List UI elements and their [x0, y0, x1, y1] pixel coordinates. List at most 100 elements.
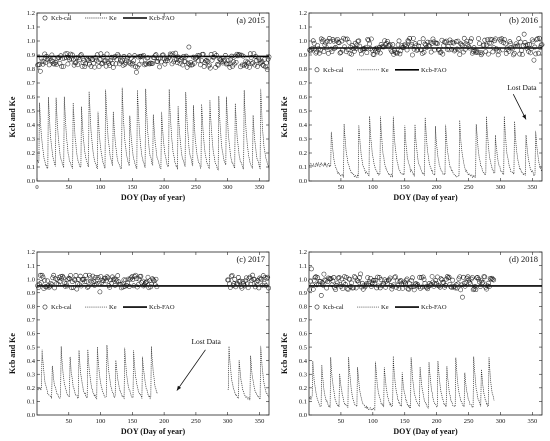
kcb-cal-point	[444, 274, 450, 280]
panel-a: 0.0 0.1 0.2 0.3 0.4 0.5 0.6 0.7 0.8 0.9 1.0 1.1 1.2 0…	[8, 10, 272, 202]
y-tick-label: 0.5	[27, 344, 35, 351]
kcb-cal-point	[256, 285, 262, 291]
y-tick-label: 1.2	[27, 10, 35, 17]
y-tick-label: 1.1	[27, 263, 35, 270]
kcb-cal-point	[184, 64, 190, 70]
kcb-cal-point	[429, 274, 435, 279]
x-tick-label: 100	[368, 418, 378, 425]
kcb-cal-point	[502, 41, 508, 47]
x-axis-label: DOY (Day of year)	[121, 427, 186, 436]
kcb-cal-point	[142, 280, 148, 286]
legend-label-ke: Ke	[109, 304, 117, 311]
kcb-cal-point	[417, 40, 422, 45]
legend-symbol-kcb-cal	[314, 304, 320, 310]
panel-d: 0.0 0.1 0.2 0.3 0.4 0.5 0.6 0.7 0.8 0.9 1.0 1.1 1.2 5…	[280, 249, 543, 436]
kcb-cal-point	[96, 64, 102, 69]
kcb-cal-point	[368, 284, 374, 289]
kcb-cal-point	[261, 280, 267, 286]
kcb-cal-point	[174, 60, 180, 66]
y-tick-label: 0.2	[299, 150, 307, 157]
kcb-cal-point	[460, 49, 466, 55]
lost-data-arrow-shaft	[512, 94, 527, 120]
legend-label-kcb-cal: Kcb-cal	[51, 304, 72, 311]
kcb-cal-point	[35, 62, 41, 68]
kcb-cal-point	[410, 284, 416, 290]
kcb-cal-point	[126, 276, 131, 282]
kcb-cal-point	[101, 54, 106, 60]
x-tick-label: 50	[66, 418, 73, 425]
kcb-cal-point	[85, 284, 91, 289]
kcb-cal-point	[357, 275, 363, 280]
y-tick-label: 0.0	[299, 178, 307, 185]
kcb-cal-point	[449, 284, 455, 290]
ke-series-0	[309, 116, 543, 179]
kcb-cal-point	[102, 58, 107, 64]
ke-series-0	[37, 345, 158, 400]
kcb-cal-point	[432, 281, 438, 286]
kcb-cal-point	[489, 275, 495, 281]
y-tick-label: 1.0	[299, 276, 307, 283]
kcb-cal-point	[475, 50, 481, 56]
y-tick-label: 0.4	[299, 122, 308, 129]
y-tick-label: 0.1	[27, 399, 35, 406]
kcb-cal-point	[391, 282, 397, 288]
kcb-cal-point	[126, 59, 131, 65]
kcb-cal-point	[353, 46, 359, 51]
kcb-cal-point	[101, 278, 106, 284]
kcb-cal-point	[135, 282, 141, 288]
kcb-cal-point	[38, 280, 44, 286]
kcb-cal-point	[247, 64, 252, 70]
kcb-cal-point	[136, 62, 142, 68]
kcb-cal-point	[503, 51, 509, 56]
x-tick-label: 250	[191, 184, 201, 191]
kcb-cal-point	[149, 281, 154, 287]
kcb-cal-point	[98, 51, 104, 57]
kcb-cal-point	[93, 275, 98, 280]
kcb-cal-point	[69, 52, 75, 58]
x-tick-label: 150	[127, 184, 137, 191]
kcb-cal-point	[116, 53, 121, 59]
kcb-cal-point	[443, 283, 448, 288]
kcb-cal-point	[118, 57, 123, 63]
kcb-cal-point	[131, 58, 137, 64]
kcb-cal-point	[239, 285, 245, 291]
kcb-cal-point	[207, 62, 212, 68]
kcb-cal-point	[365, 275, 371, 280]
legend: Kcb-cal Ke Kcb-FAO	[42, 304, 175, 311]
kcb-cal-point	[88, 64, 94, 69]
kcb-cal-point	[245, 285, 251, 291]
kcb-cal-point	[236, 52, 242, 57]
kcb-cal-point	[359, 51, 364, 57]
kcb-cal-point	[183, 53, 189, 59]
kcb-cal-point	[486, 284, 492, 289]
kcb-cal-point	[307, 47, 313, 53]
kcb-cal-point	[401, 282, 406, 288]
y-tick-label: 1.0	[299, 38, 307, 45]
x-tick-label: 50	[338, 418, 345, 425]
legend-label-kcb-cal: Kcb-cal	[51, 15, 72, 22]
legend-label-ke: Ke	[109, 15, 117, 22]
kcb-cal-point	[417, 274, 422, 280]
legend-label-kcb-cal: Kcb-cal	[323, 67, 344, 74]
kcb-cal-point	[85, 284, 90, 290]
kcb-cal-point	[476, 276, 481, 282]
kcb-cal-point	[240, 53, 246, 59]
kcb-cal-point	[328, 46, 334, 52]
kcb-cal-point	[233, 59, 239, 65]
y-tick-label: 1.0	[27, 276, 35, 283]
legend: Kcb-cal Ke Kcb-FAO	[314, 304, 447, 311]
panel-title: (d) 2018	[509, 254, 538, 264]
kcb-cal-point	[119, 57, 125, 63]
kcb-cal-point	[538, 42, 544, 48]
kcb-cal-point	[447, 37, 453, 43]
kcb-cal-point	[49, 282, 55, 287]
y-tick-label: 0.9	[27, 290, 35, 297]
kcb-cal-point	[378, 42, 384, 47]
kcb-cal-point	[110, 277, 116, 283]
kcb-cal-point	[473, 50, 479, 55]
kcb-cal-point	[345, 287, 351, 292]
y-tick-label: 0.6	[299, 331, 308, 338]
ke-series-0	[37, 87, 270, 171]
kcb-cal-point	[368, 36, 374, 42]
kcb-cal-point	[312, 275, 318, 280]
